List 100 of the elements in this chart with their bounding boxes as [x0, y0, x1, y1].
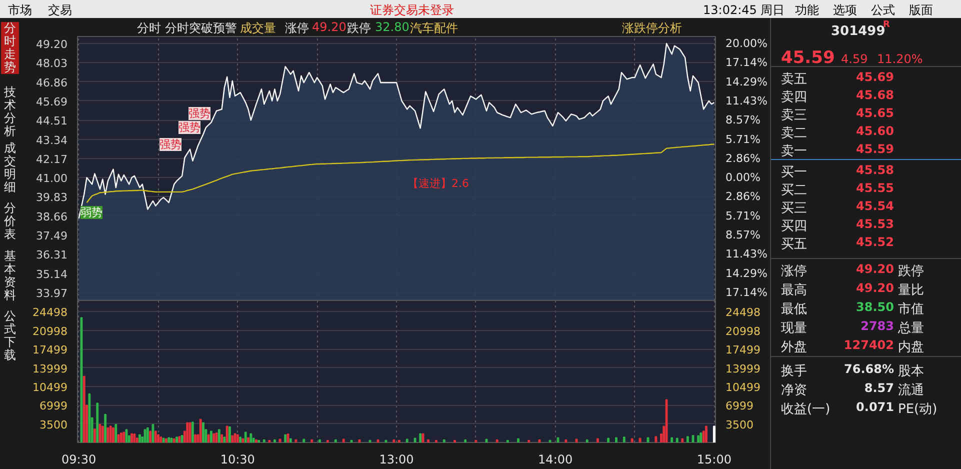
y2-tick-label: 17.14%	[726, 56, 768, 70]
y-tick-label: 41.00	[36, 172, 68, 186]
y2-tick-label: 2.86%	[726, 152, 760, 165]
x-tick-label: 15:00	[696, 452, 732, 466]
text: 45.59	[781, 48, 835, 68]
text: 分时	[137, 20, 161, 37]
text: 涨停	[781, 263, 807, 280]
y-tick-label: 39.83	[36, 191, 68, 204]
y2-tick-label: 14.29%	[726, 266, 768, 280]
y2-tick-label: 20998	[726, 324, 760, 338]
text: 49.20	[856, 281, 894, 295]
text: 45.58	[856, 163, 894, 177]
text: 总量	[898, 320, 924, 337]
y-tick-label: 42.17	[36, 152, 68, 166]
text: 量比	[898, 282, 924, 299]
y-tick-label: 10499	[32, 380, 68, 394]
text: 流通	[898, 382, 924, 399]
y2-tick-label: 24498	[726, 306, 760, 320]
text: 最高	[781, 282, 807, 299]
text: 收益(一)	[781, 401, 830, 418]
text: 49.20	[312, 20, 346, 34]
y2-tick-label: 5.71%	[726, 132, 760, 146]
text: 45.53	[856, 217, 894, 231]
text: 市场	[8, 2, 32, 19]
text: 交易	[48, 2, 72, 19]
text: 127402	[844, 338, 894, 352]
y2-tick-label: 8.57%	[726, 114, 760, 127]
y-tick-label: 49.20	[36, 38, 68, 52]
text: 卖一	[781, 143, 807, 160]
text: 76.68%	[844, 362, 894, 376]
text: 45.59	[856, 142, 894, 156]
y-tick-label: 44.51	[36, 114, 68, 128]
y2-tick-label: 17499	[726, 344, 760, 357]
text: 成交明细	[1, 141, 19, 194]
text: 45.68	[856, 88, 894, 102]
annotation: 强势	[160, 138, 182, 151]
text: 45.65	[856, 106, 894, 120]
x-tick-label: 10:30	[220, 452, 255, 466]
y2-tick-label: 6999	[726, 400, 754, 413]
y-tick-label: 35.14	[36, 268, 68, 281]
y-tick-label: 45.69	[36, 95, 68, 108]
text: 8.57	[864, 381, 894, 395]
text: 卖二	[781, 125, 807, 142]
y2-tick-label: 8.57%	[726, 228, 760, 242]
text: 功能	[795, 2, 819, 19]
text: 45.52	[856, 235, 894, 249]
y-tick-label: 37.49	[36, 229, 68, 242]
y2-tick-label: 11.43%	[726, 248, 768, 261]
text: 选项	[833, 2, 857, 19]
text: 11.20%	[877, 52, 923, 66]
text: 分时突破预警	[165, 20, 237, 37]
y-tick-label: 17499	[32, 344, 68, 357]
text: 技术分析	[1, 85, 19, 138]
y-tick-label: 48.03	[36, 57, 68, 70]
y-tick-label: 6999	[40, 400, 68, 413]
text: 0.071	[856, 400, 894, 414]
annotation: 弱势	[80, 206, 102, 219]
text: R	[883, 20, 890, 30]
y2-tick-label: 13999	[726, 362, 760, 376]
text: 买五	[781, 236, 807, 253]
text: 证券交易未登录	[370, 2, 454, 19]
annotation: 【速进】2.6	[408, 177, 469, 190]
text: 涨跌停分析	[622, 20, 682, 37]
text: 卖五	[781, 71, 807, 88]
text: 最低	[781, 301, 807, 318]
text: 38.50	[856, 300, 894, 314]
text: 公式下载	[1, 309, 19, 362]
text: 跌停	[898, 263, 924, 280]
text: 13:02:45 周日	[703, 2, 785, 19]
text: 49.20	[856, 262, 894, 276]
text: 买一	[781, 164, 807, 181]
y-tick-label: 20998	[32, 324, 68, 338]
text: 股本	[898, 363, 924, 380]
text: 基本资料	[1, 249, 19, 302]
y-tick-label: 46.86	[36, 76, 68, 90]
annotation: 强势	[178, 121, 200, 134]
y2-tick-label: 0.00%	[726, 171, 760, 184]
y2-tick-label: 20.00%	[726, 37, 768, 50]
text: 买二	[781, 182, 807, 199]
text: 现量	[781, 320, 807, 337]
y-tick-label: 38.66	[36, 210, 68, 224]
y2-tick-label: 2.86%	[726, 190, 760, 204]
text: 32.80	[375, 20, 410, 34]
y-tick-label: 33.97	[36, 286, 68, 300]
text: 分价表	[1, 201, 19, 241]
y2-tick-label: 11.43%	[726, 94, 768, 108]
text: 涨停	[285, 20, 309, 37]
text: 市值	[898, 301, 924, 318]
text: 买三	[781, 200, 807, 217]
text: 卖三	[781, 107, 807, 124]
y-tick-label: 3500	[40, 418, 68, 432]
text: 汽车配件	[410, 20, 458, 37]
x-tick-label: 13:00	[379, 452, 414, 466]
annotation: 强势	[188, 107, 210, 120]
y2-tick-label: 14.29%	[726, 75, 768, 88]
text: 公式	[871, 2, 895, 19]
x-tick-label: 14:00	[538, 452, 573, 466]
text: 净资	[781, 382, 807, 399]
text: 2783	[860, 319, 894, 333]
text: 成交量	[240, 20, 276, 37]
